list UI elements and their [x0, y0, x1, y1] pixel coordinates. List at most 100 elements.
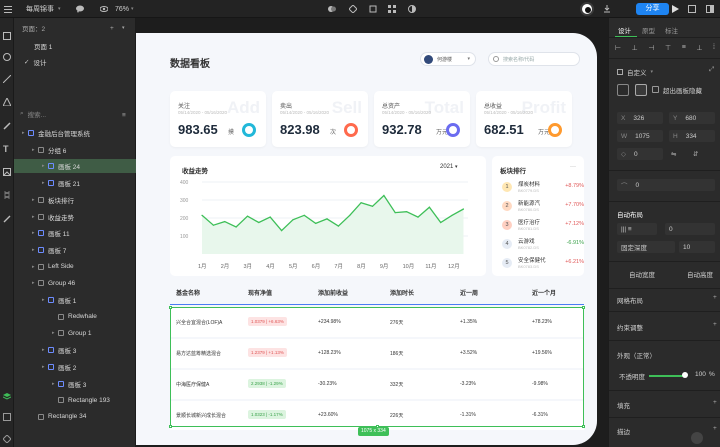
layer-search[interactable]: ⌕ 搜索...	[20, 110, 47, 119]
comment-icon[interactable]	[76, 5, 84, 13]
eye-icon[interactable]	[100, 5, 108, 13]
components-icon[interactable]	[3, 435, 11, 443]
zoom-chevron-icon[interactable]: ▾	[131, 6, 134, 12]
layer-item[interactable]: ▸ Left Side	[14, 260, 136, 274]
opacity-slider-handle[interactable]	[682, 372, 688, 378]
orientation-icon[interactable]: ⤢	[709, 66, 715, 73]
table-row[interactable]: 兴全合宜混合(LOF)A 1.0379 | +6.63% +234.98% 276天 +…	[170, 308, 584, 337]
download-icon[interactable]	[603, 5, 611, 13]
layer-item[interactable]: ▸ 画板 2	[14, 360, 136, 374]
align-center-icon[interactable]: ⊥	[631, 45, 638, 52]
clip-checkbox[interactable]	[652, 86, 659, 93]
add-constraint-icon[interactable]: +	[713, 321, 717, 328]
opacity-value[interactable]: 100	[695, 371, 706, 378]
canvas[interactable]: 数据看板 何游楼 ▾ 搜索名称/代码 Add 关注 05/14/2020 - 05…	[136, 18, 608, 447]
layers-icon[interactable]	[3, 392, 11, 400]
expand-icon[interactable]: ▸	[32, 263, 35, 270]
h-field[interactable]: H 334	[669, 130, 715, 142]
resize-handle[interactable]	[169, 425, 172, 428]
help-icon[interactable]	[691, 432, 703, 444]
align-left-icon[interactable]: ⊢	[615, 45, 622, 52]
layer-item[interactable]: ▸ Group 1	[14, 326, 136, 340]
gap-field[interactable]: 0	[665, 223, 715, 235]
chevron-down-icon[interactable]: ▾	[58, 6, 61, 12]
play-icon[interactable]	[671, 5, 679, 13]
appearance-label[interactable]: 外观（正常）	[617, 353, 656, 360]
expand-icon[interactable]: ▸	[32, 246, 35, 253]
flip-h-icon[interactable]: ⇋	[671, 151, 677, 158]
ellipse-tool-icon[interactable]	[3, 53, 11, 61]
tab-prototype[interactable]: 原型	[642, 28, 655, 35]
layer-item[interactable]: ▸ 分组 6	[14, 143, 136, 157]
auto-height-select[interactable]: 自动高度	[687, 272, 713, 279]
line-tool-icon[interactable]	[3, 75, 11, 83]
pen-tool-icon[interactable]	[349, 5, 357, 13]
w-field[interactable]: W 1075	[617, 130, 663, 142]
avatar[interactable]	[580, 2, 594, 16]
add-fill-icon[interactable]: +	[713, 399, 717, 406]
user-menu[interactable]: 何游楼 ▾	[420, 52, 476, 66]
expand-icon[interactable]: ▸	[32, 280, 35, 287]
image-tool-icon[interactable]	[3, 168, 11, 176]
zoom-level[interactable]: 76%	[115, 5, 130, 13]
expand-icon[interactable]: ▸	[22, 130, 25, 136]
gap-mode-select[interactable]: 固定深度	[617, 241, 675, 253]
project-name[interactable]: 每周锦事	[26, 6, 54, 13]
layer-item[interactable]: ▸ 画板 11	[14, 226, 136, 240]
resize-handle[interactable]	[169, 306, 172, 309]
layer-item[interactable]: ▸ 画板 3	[14, 377, 136, 391]
ranking-item[interactable]: 3 医疗治疗 BK0781.DS +7.12%	[502, 216, 584, 238]
layer-options-icon[interactable]: ≡	[122, 111, 126, 119]
text-tool-icon[interactable]: T	[3, 144, 9, 154]
layer-item[interactable]: ▸ Group 46	[14, 276, 136, 290]
handoff-icon[interactable]	[688, 5, 696, 13]
table-row[interactable]: 中海医疗保健A 2.2938 | -1.29% -30.23% 332天 -3.23% -…	[170, 370, 584, 399]
search-input[interactable]: 搜索名称/代码	[488, 52, 580, 66]
expand-icon[interactable]: ▸	[42, 180, 45, 187]
align-top-icon[interactable]: ⊤	[665, 45, 672, 52]
add-stroke-icon[interactable]: +	[713, 425, 717, 432]
menu-icon[interactable]	[4, 5, 12, 13]
layer-item[interactable]: ▸ 板块排行	[14, 193, 136, 207]
expand-icon[interactable]: ▸	[52, 330, 55, 337]
frame-tool-icon[interactable]	[3, 32, 11, 40]
preset-select[interactable]: 自定义 ▾	[617, 67, 653, 77]
add-grid-icon[interactable]: +	[713, 294, 717, 301]
expand-icon[interactable]: ▸	[32, 213, 35, 220]
table-row[interactable]: 易方达蓝筹精选混合 1.2379 | +1.13% +128.23% 186天 +3.5…	[170, 339, 584, 368]
assets-icon[interactable]	[3, 413, 11, 421]
flip-v-icon[interactable]: ⇵	[693, 151, 699, 158]
page-item[interactable]: 页面 1	[34, 44, 53, 51]
layer-item[interactable]: ▸ 画板 21	[14, 176, 136, 190]
auto-width-select[interactable]: 自动宽度	[629, 272, 655, 279]
tab-annotation[interactable]: 标注	[665, 28, 678, 35]
brush-icon[interactable]	[3, 215, 11, 223]
collapse-pages-icon[interactable]: ▾	[122, 25, 125, 31]
page-item-current[interactable]: ✓ 设计	[24, 59, 47, 67]
pen-icon[interactable]	[3, 122, 11, 130]
resize-handle[interactable]	[582, 425, 585, 428]
add-page-icon[interactable]: +	[110, 24, 114, 32]
ranking-item[interactable]: 4 云游戏 BK0782.DS -6.91%	[502, 235, 584, 257]
opacity-slider[interactable]	[649, 375, 685, 377]
expand-icon[interactable]: ▸	[42, 297, 45, 303]
landscape-button[interactable]	[635, 84, 647, 96]
ranking-item[interactable]: 5 安全保健代 BK0783.DS +6.21%	[502, 254, 584, 276]
expand-icon[interactable]: ▸	[42, 347, 45, 354]
distribute-icon[interactable]: ⁞	[713, 44, 715, 51]
align-right-icon[interactable]: ⊣	[648, 45, 655, 52]
resize-handle[interactable]	[582, 306, 585, 309]
y-field[interactable]: Y 680	[669, 112, 715, 124]
rotation-field[interactable]: ◇ 0	[617, 148, 663, 160]
portrait-button[interactable]	[617, 84, 629, 96]
more-icon[interactable]: ···	[570, 164, 576, 170]
slice-tool-icon[interactable]	[3, 191, 11, 199]
layer-item[interactable]: ▸ 收益走势	[14, 210, 136, 224]
mask-icon[interactable]	[408, 5, 416, 13]
year-select[interactable]: 2021 ▾	[440, 164, 458, 170]
expand-icon[interactable]: ▸	[52, 380, 55, 387]
expand-icon[interactable]: ▸	[32, 196, 35, 203]
table-row[interactable]: 景顺长城新兴成长混合 1.0323 | -1.17% +23.60% 226天 -1.3…	[170, 401, 584, 430]
x-field[interactable]: X 326	[617, 112, 663, 124]
gap-value[interactable]: 10	[679, 241, 715, 253]
